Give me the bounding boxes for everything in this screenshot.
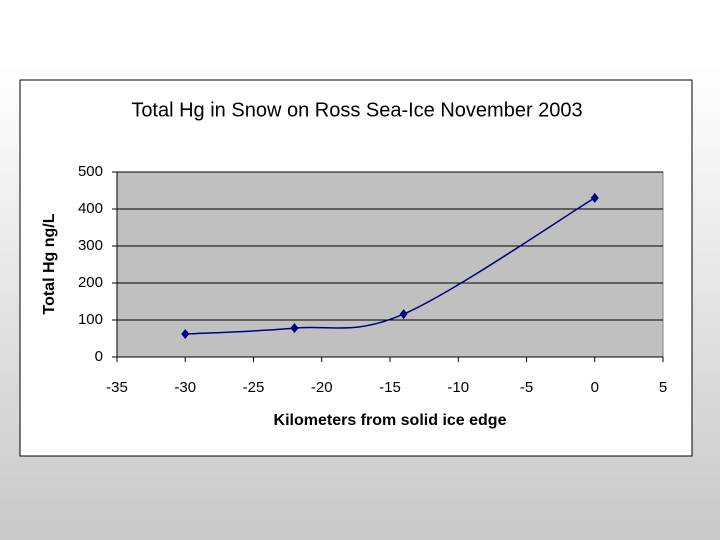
x-tick-label: -25	[243, 379, 265, 396]
y-tick-label: 100	[78, 311, 103, 328]
y-tick-label: 400	[78, 200, 103, 217]
x-tick-label: -35	[106, 379, 128, 396]
x-tick-label: -15	[379, 379, 401, 396]
x-tick-label: -20	[311, 379, 333, 396]
y-tick-label: 200	[78, 274, 103, 291]
plot-area	[116, 171, 664, 358]
marker	[590, 192, 599, 203]
x-tick-label: -30	[174, 379, 196, 396]
y-tick-label: 300	[78, 237, 103, 254]
marker	[181, 329, 190, 340]
marker	[290, 323, 299, 334]
y-tick-label: 0	[95, 348, 103, 365]
x-tick-label: -5	[520, 379, 533, 396]
x-tick-label: 0	[591, 379, 599, 396]
y-tick-label: 500	[78, 163, 103, 180]
x-tick-label: 5	[659, 379, 667, 396]
marker	[399, 309, 408, 320]
x-tick-label: -10	[447, 379, 469, 396]
chart-title: Total Hg in Snow on Ross Sea-Ice Novembe…	[131, 99, 582, 121]
line	[185, 197, 596, 335]
y-axis-label: Total Hg ng/L	[41, 213, 58, 314]
x-axis-label: Kilometers from solid ice edge	[274, 412, 507, 429]
